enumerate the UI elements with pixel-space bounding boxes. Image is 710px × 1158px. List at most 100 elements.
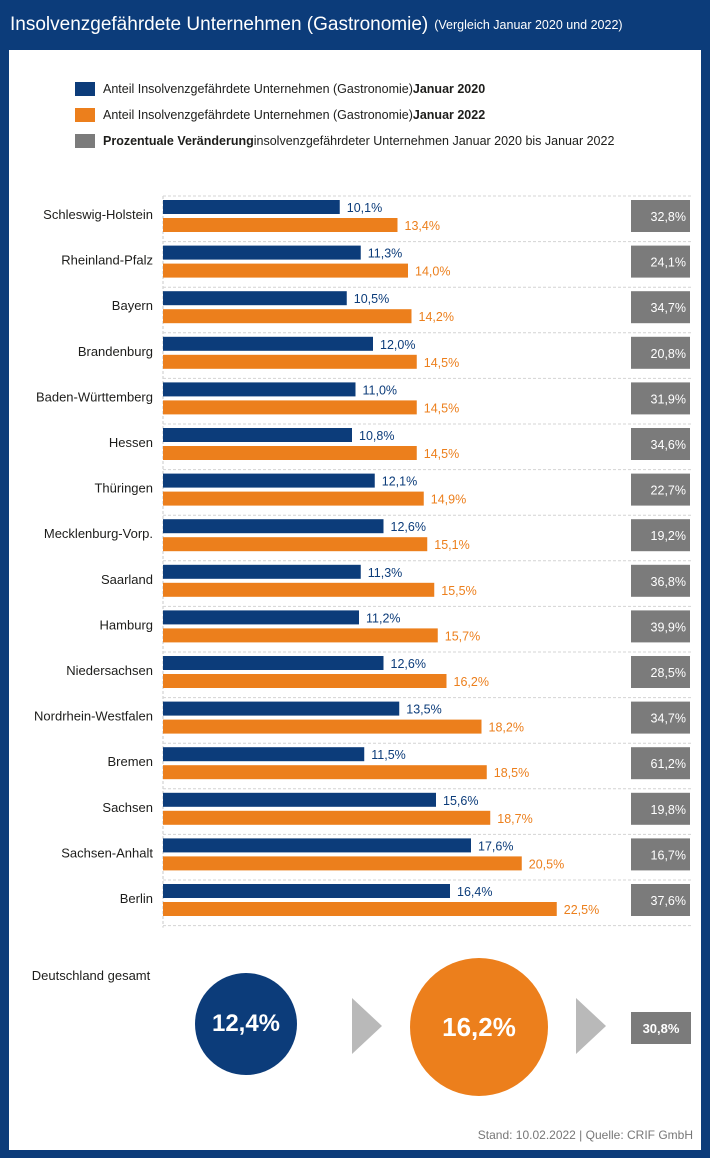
change-box <box>631 792 690 825</box>
change-label: 61,2% <box>651 757 686 771</box>
data-label-2020: 12,0% <box>380 338 415 352</box>
change-label: 34,7% <box>651 301 686 315</box>
data-label-2022: 14,5% <box>424 447 459 461</box>
bar-2022 <box>163 263 408 278</box>
data-label-2020: 11,3% <box>368 247 403 261</box>
category-label: Mecklenburg-Vorp. <box>44 526 153 541</box>
data-label-2022: 15,7% <box>445 629 480 643</box>
data-label-2022: 15,1% <box>434 538 469 552</box>
change-label: 39,9% <box>651 620 686 634</box>
data-label-2022: 18,7% <box>497 812 532 826</box>
category-label: Sachsen <box>102 800 153 815</box>
data-label-2020: 12,6% <box>391 657 426 671</box>
data-label-2022: 18,5% <box>494 766 529 780</box>
bar-2020 <box>163 884 450 898</box>
data-label-2022: 16,2% <box>454 675 489 689</box>
change-box <box>631 473 690 506</box>
bar-2022 <box>163 856 522 871</box>
legend-item-2020: Anteil Insolvenzgefährdete Unternehmen (… <box>75 76 614 102</box>
legend-bold-2020: Januar 2020 <box>412 82 486 96</box>
change-box <box>631 200 690 232</box>
change-label: 37,6% <box>651 894 686 908</box>
data-label-2020: 11,5% <box>371 748 406 762</box>
data-label-2022: 15,5% <box>441 584 476 598</box>
data-label-2022: 20,5% <box>529 857 564 871</box>
germany-change-box: 30,8% <box>631 1012 691 1044</box>
category-label: Nordrhein-Westfalen <box>34 709 153 724</box>
change-box <box>631 519 690 552</box>
change-box <box>631 245 690 278</box>
bar-2020 <box>163 656 384 670</box>
change-box <box>631 291 690 324</box>
bar-2020 <box>163 245 361 260</box>
content-panel: Anteil Insolvenzgefährdete Unternehmen (… <box>9 50 701 1150</box>
data-label-2022: 14,9% <box>431 493 466 507</box>
data-label-2020: 12,1% <box>382 475 417 489</box>
arrow-right-icon <box>352 998 382 1054</box>
category-label: Schleswig-Holstein <box>43 207 153 222</box>
legend-bold-2022: Januar 2022 <box>412 108 486 122</box>
category-label: Bayern <box>112 298 153 313</box>
data-label-2020: 11,3% <box>368 566 403 580</box>
bar-2020 <box>163 701 400 716</box>
data-label-2022: 14,5% <box>424 401 459 415</box>
bar-2022 <box>163 218 398 232</box>
arrow-right-icon <box>576 998 606 1054</box>
legend: Anteil Insolvenzgefährdete Unternehmen (… <box>75 76 614 154</box>
chart-subtitle: (Vergleich Januar 2020 und 2022) <box>434 18 623 32</box>
category-label: Rheinland-Pfalz <box>61 253 153 268</box>
bar-2020 <box>163 382 356 397</box>
data-label-2020: 11,0% <box>363 383 398 397</box>
bar-2020 <box>163 747 365 762</box>
germany-label: Deutschland gesamt <box>31 968 151 983</box>
bar-2020 <box>163 428 352 442</box>
bar-2022 <box>163 582 435 597</box>
bar-2022 <box>163 309 412 324</box>
legend-swatch-change <box>75 134 95 148</box>
data-label-2022: 14,5% <box>424 356 459 370</box>
change-label: 34,6% <box>651 438 686 452</box>
header-bar: Insolvenzgefährdete Unternehmen (Gastron… <box>0 0 710 50</box>
change-label: 20,8% <box>651 347 686 361</box>
legend-item-change: Prozentuale Veränderung insolvenzgefährd… <box>75 128 614 154</box>
category-label: Niedersachsen <box>66 663 153 678</box>
data-label-2022: 14,0% <box>415 265 450 279</box>
legend-item-2022: Anteil Insolvenzgefährdete Unternehmen (… <box>75 102 614 128</box>
category-label: Hamburg <box>100 617 153 632</box>
change-box <box>631 838 690 871</box>
change-box <box>631 701 690 734</box>
bar-2022 <box>163 446 417 460</box>
legend-text-2022: Anteil Insolvenzgefährdete Unternehmen (… <box>103 108 413 122</box>
bar-2020 <box>163 200 340 214</box>
bar-2022 <box>163 628 438 643</box>
data-label-2020: 10,5% <box>354 292 389 306</box>
category-label: Brandenburg <box>78 344 153 359</box>
data-label-2020: 17,6% <box>478 839 513 853</box>
data-label-2020: 11,2% <box>366 611 401 625</box>
data-label-2020: 15,6% <box>443 794 478 808</box>
change-label: 16,7% <box>651 848 686 862</box>
change-box <box>631 884 690 916</box>
bar-2022 <box>163 491 424 506</box>
legend-text-change: insolvenzgefährdeter Unternehmen Januar … <box>253 134 615 148</box>
chart-title: Insolvenzgefährdete Unternehmen (Gastron… <box>10 14 429 35</box>
change-box <box>631 747 690 780</box>
data-label-2020: 12,6% <box>391 520 426 534</box>
category-label: Saarland <box>101 572 153 587</box>
bar-2022 <box>163 719 482 734</box>
change-box <box>631 336 690 369</box>
data-label-2020: 13,5% <box>406 703 441 717</box>
change-label: 31,9% <box>651 392 686 406</box>
category-label: Thüringen <box>94 481 153 496</box>
change-label: 34,7% <box>651 712 686 726</box>
bar-chart: Schleswig-Holstein 10,1% 13,4% 32,8% Rheinla… <box>34 195 691 928</box>
bar-2022 <box>163 810 491 825</box>
bar-2020 <box>163 519 384 534</box>
germany-2020-circle: 12,4% <box>195 973 297 1075</box>
category-label: Berlin <box>120 891 153 906</box>
change-label: 24,1% <box>651 256 686 270</box>
category-label: Hessen <box>109 435 153 450</box>
change-box <box>631 428 690 460</box>
data-label-2020: 16,4% <box>457 885 492 899</box>
bar-2022 <box>163 354 417 369</box>
